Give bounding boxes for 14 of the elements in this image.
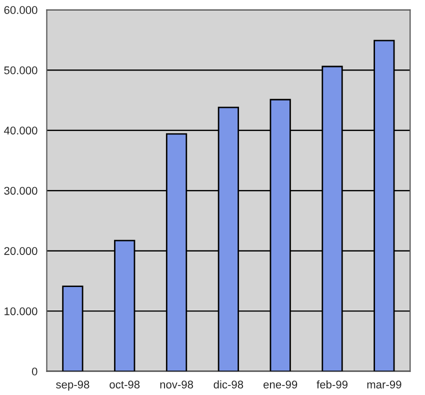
- x-tick-label: oct-98: [110, 380, 140, 388]
- y-tick-label: 20.000: [4, 247, 38, 255]
- y-tick-label: 60.000: [4, 6, 38, 14]
- y-tick-label: 40.000: [4, 126, 38, 134]
- x-tick-label: nov-98: [160, 380, 194, 388]
- x-tick-label: ene-99: [264, 380, 298, 388]
- x-tick-label: feb-99: [316, 380, 348, 388]
- x-tick-label: mar-99: [367, 380, 402, 388]
- x-tick-label: dic-98: [214, 380, 244, 388]
- x-tick-label: sep-98: [56, 380, 90, 391]
- y-tick-label: 30.000: [4, 186, 38, 195]
- y-tick-label: 50.000: [4, 66, 38, 74]
- y-tick-label: 10.000: [4, 307, 38, 316]
- y-tick-label: 0: [32, 368, 38, 376]
